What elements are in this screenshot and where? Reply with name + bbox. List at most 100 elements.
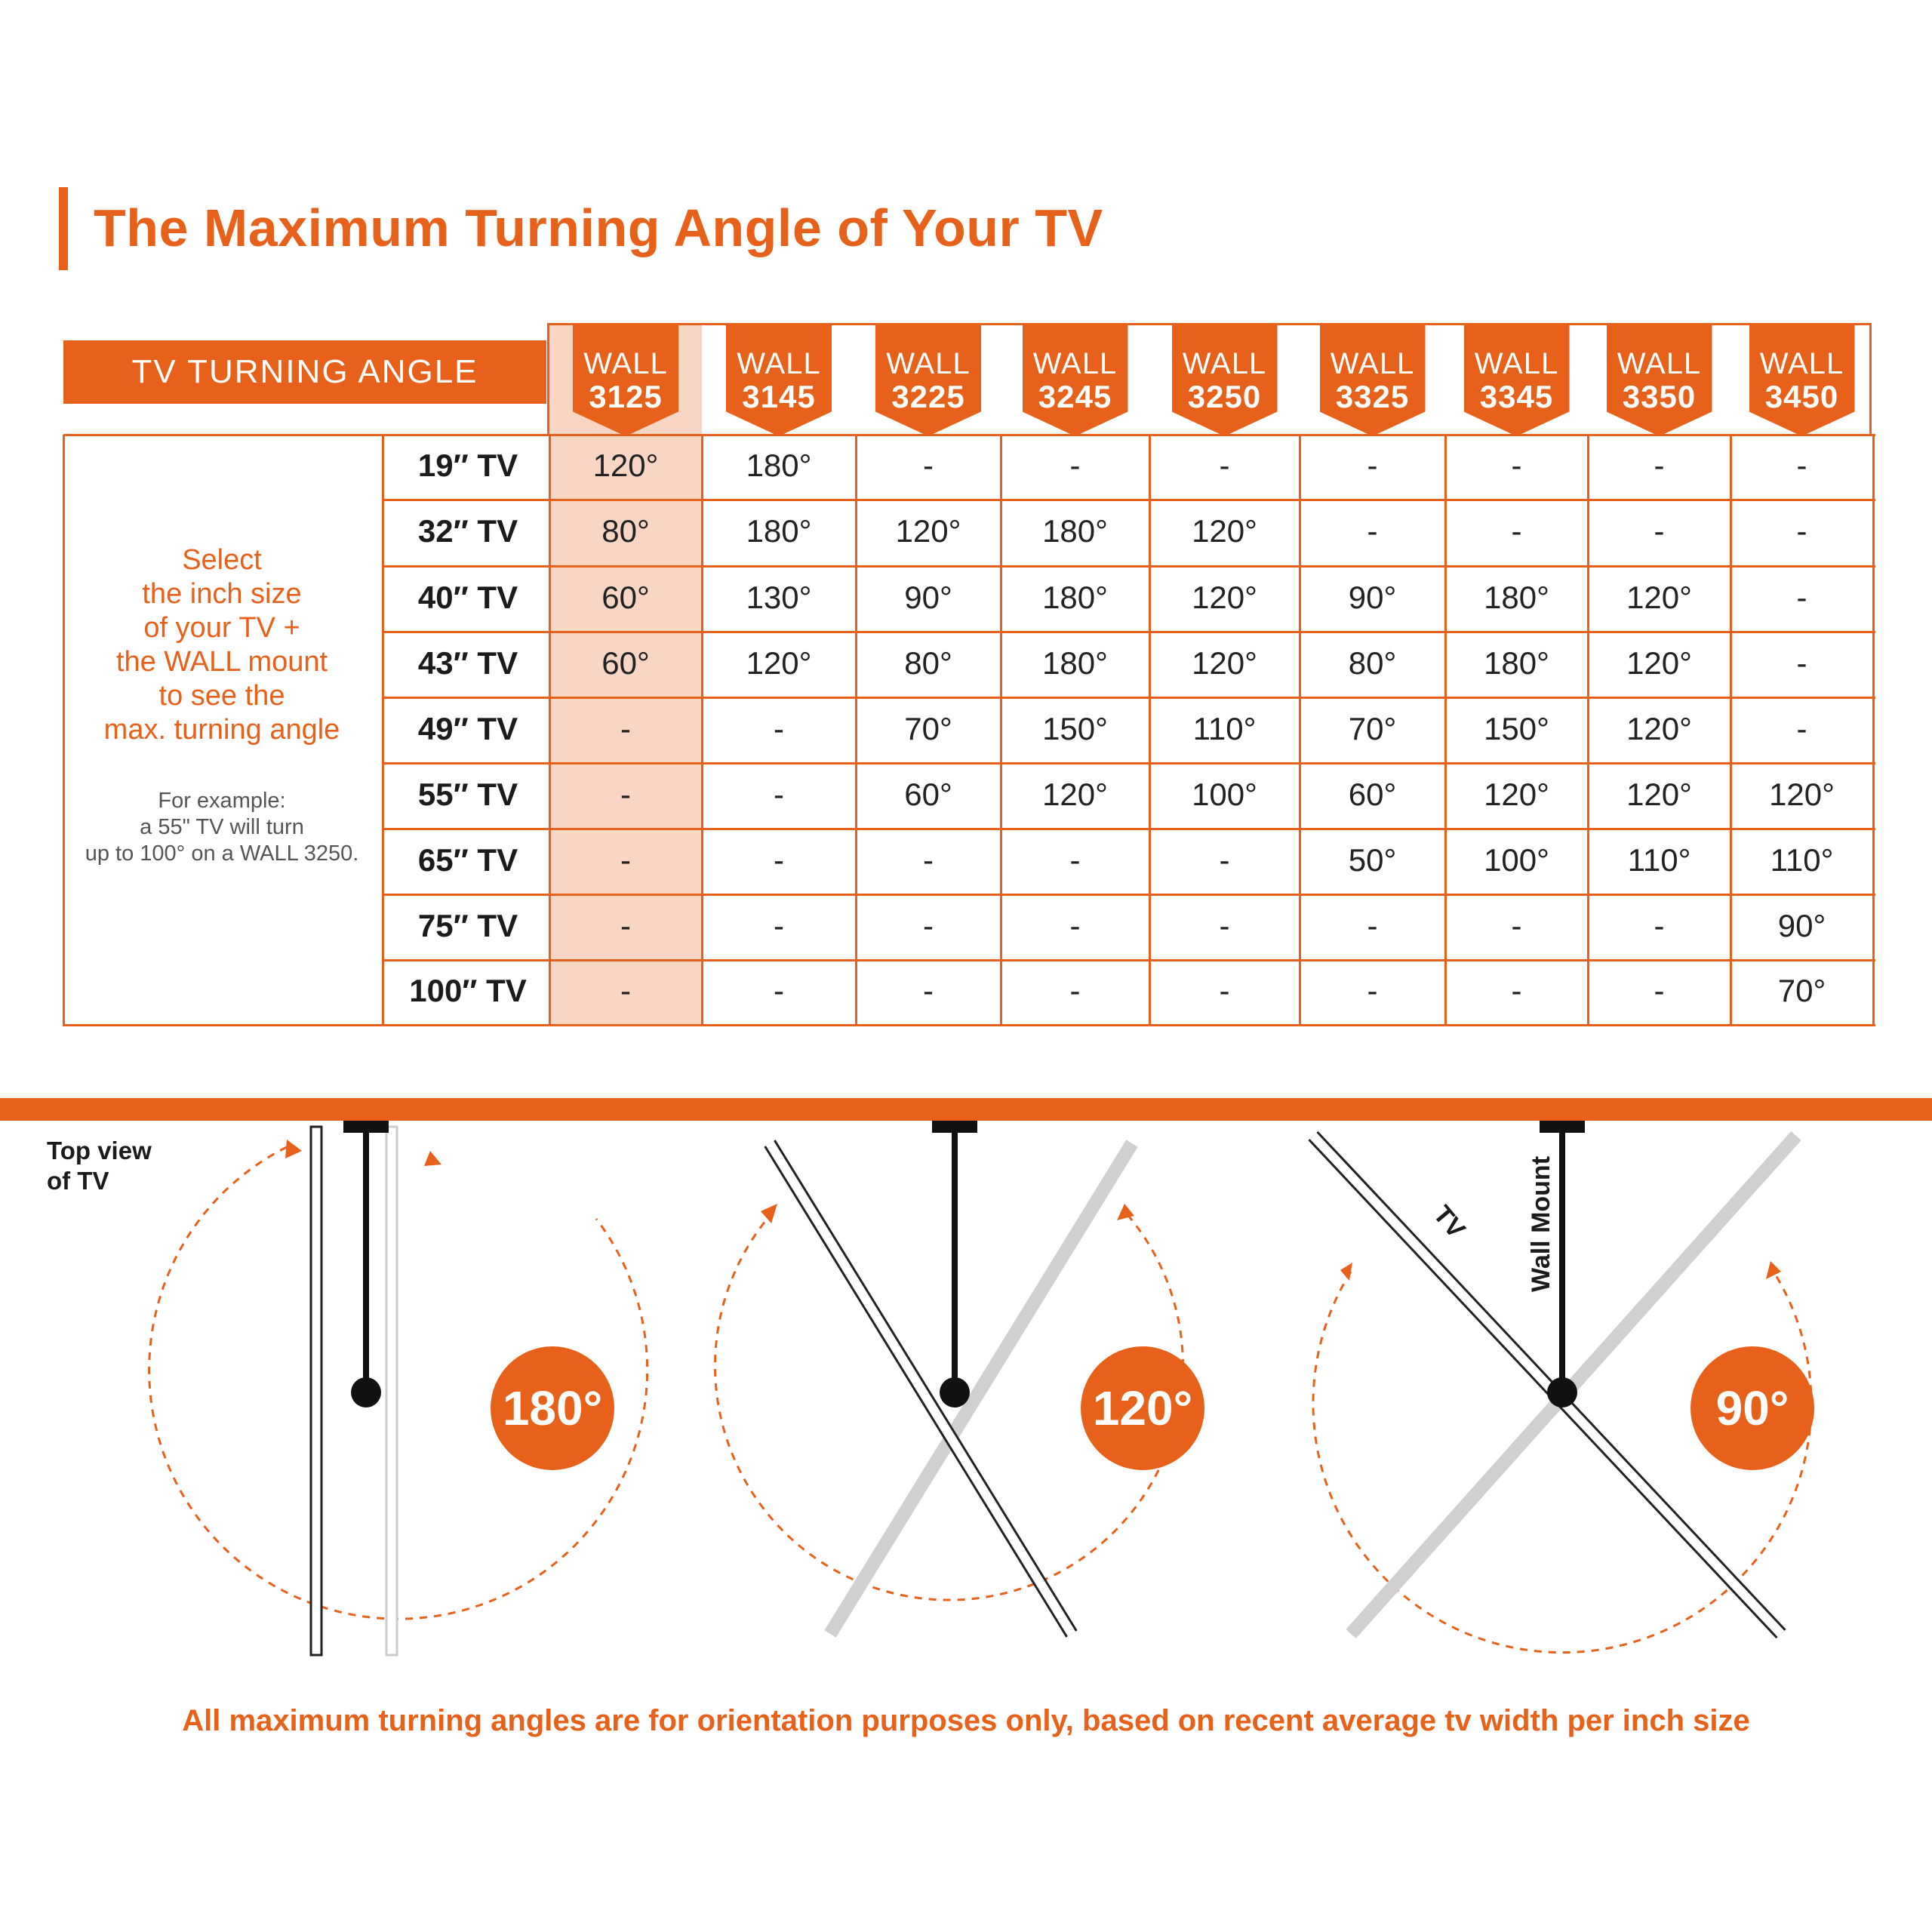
header-frame (547, 323, 1872, 436)
grid-line (1000, 435, 1002, 1026)
row-label: 49″ TV (417, 710, 518, 746)
grid-line (1444, 435, 1447, 1026)
table-cell: 180° (1042, 579, 1108, 615)
mount-brand: WALL (1617, 347, 1702, 380)
table-cell: - (1069, 841, 1081, 878)
mount-header-3345: WALL 3345 (1463, 325, 1570, 436)
table-cell: 70° (1777, 973, 1826, 1008)
wall-mount-label: Wall Mount (1527, 1155, 1555, 1292)
table-cell: - (1654, 907, 1665, 943)
mount-brand: WALL (1182, 347, 1267, 380)
table-cell: 70° (904, 710, 952, 746)
table-cell: - (1511, 513, 1522, 549)
table-cell: 80° (601, 513, 650, 549)
instruction-line: to see the (158, 680, 285, 712)
grid-line (855, 435, 857, 1026)
table-cell: - (620, 973, 631, 1008)
grid-line (549, 435, 551, 1026)
table-cell: - (1796, 710, 1807, 746)
table-cell: - (923, 841, 934, 878)
mount-model: 3345 (1479, 379, 1554, 414)
table-cell: 70° (1348, 710, 1397, 746)
mount-model: 3145 (742, 379, 816, 414)
title-accent-bar (59, 187, 68, 270)
grid-line (701, 435, 703, 1026)
mount-arm (1559, 1128, 1565, 1392)
table-cell: 130° (746, 579, 812, 615)
table-cell: - (774, 776, 784, 812)
table-cell: 110° (1627, 841, 1691, 878)
mount-model: 3225 (891, 379, 965, 414)
table-cell: - (1796, 645, 1807, 681)
arrow-head (761, 1204, 777, 1223)
mount-brand: WALL (737, 347, 821, 380)
table-cell: 110° (1770, 841, 1834, 878)
mount-brand: WALL (1474, 347, 1559, 380)
grid-line (382, 435, 384, 1026)
grid-line (63, 435, 65, 1026)
table-cell: - (1219, 907, 1230, 943)
grid-line (383, 697, 1875, 699)
mount-header-3225: WALL 3225 (875, 325, 981, 436)
diagram-180 (148, 1121, 649, 1657)
table-cell: 60° (1348, 776, 1397, 812)
table-cell: - (923, 448, 934, 483)
table-cell: - (1654, 513, 1665, 549)
table-cell: 110° (1192, 710, 1257, 746)
diagram-90 (1308, 1121, 1813, 1654)
mount-header-3325: WALL 3325 (1319, 325, 1426, 436)
table-cell: - (1219, 973, 1230, 1008)
table-cell: 120° (746, 645, 812, 681)
instruction-line: max. turning angle (103, 714, 340, 746)
arrow-head (1766, 1261, 1781, 1279)
table-cell: 150° (1484, 710, 1549, 746)
table-cell: 180° (1484, 579, 1549, 615)
table-cell: 120° (1626, 776, 1692, 812)
table-cell: - (774, 973, 784, 1008)
angle-table (63, 434, 1875, 1026)
table-cell: - (620, 776, 631, 812)
row-label: 40″ TV (417, 579, 518, 615)
page-title: The Maximum Turning Angle of Your TV (94, 198, 1103, 257)
table-cell: 60° (904, 776, 952, 812)
table-cell: - (1367, 973, 1378, 1008)
table-cell: - (1367, 513, 1378, 549)
table-cell: 120° (895, 513, 961, 549)
grid-line (383, 762, 1875, 764)
instruction-line: of your TV + (143, 612, 300, 644)
mount-brand: WALL (583, 347, 668, 380)
grid-line (383, 828, 1875, 830)
rotation-arc (1312, 1271, 1813, 1654)
table-cell: 80° (1348, 645, 1397, 681)
mount-brand: WALL (1759, 347, 1844, 380)
table-cell: 180° (1042, 513, 1108, 549)
rotation-arc (148, 1146, 649, 1620)
table-cell: - (1367, 907, 1378, 943)
table-cell: - (1219, 448, 1230, 483)
table-cell: 180° (1484, 645, 1549, 681)
table-cell: - (774, 841, 784, 878)
table-cell: - (620, 841, 631, 878)
rotation-arc (714, 1211, 1184, 1601)
highlight-column (549, 323, 702, 1025)
wall-line (0, 1098, 1932, 1121)
grid-line (383, 894, 1875, 896)
wall-plate (932, 1121, 977, 1133)
table-cell: 180° (1042, 645, 1108, 681)
diagram-120 (714, 1121, 1184, 1638)
table-cell: 180° (746, 448, 812, 483)
table-cell: - (1219, 841, 1230, 878)
wall-plate (343, 1121, 389, 1133)
tv-ghost (385, 1125, 398, 1657)
table-cell: 120° (1626, 579, 1692, 615)
tv-panel (309, 1125, 323, 1657)
grid-line (1730, 435, 1732, 1026)
table-cell: 120° (1192, 513, 1257, 549)
top-view-label: Top view of TV (47, 1137, 152, 1195)
table-cell: - (1654, 448, 1665, 483)
table-cell: - (620, 907, 631, 943)
instruction-text: Select the inch size of your TV + the WALL … (63, 543, 380, 747)
table-cell: 90° (904, 579, 952, 615)
grid-line (1149, 435, 1151, 1026)
table-cell: 120° (1626, 710, 1692, 746)
